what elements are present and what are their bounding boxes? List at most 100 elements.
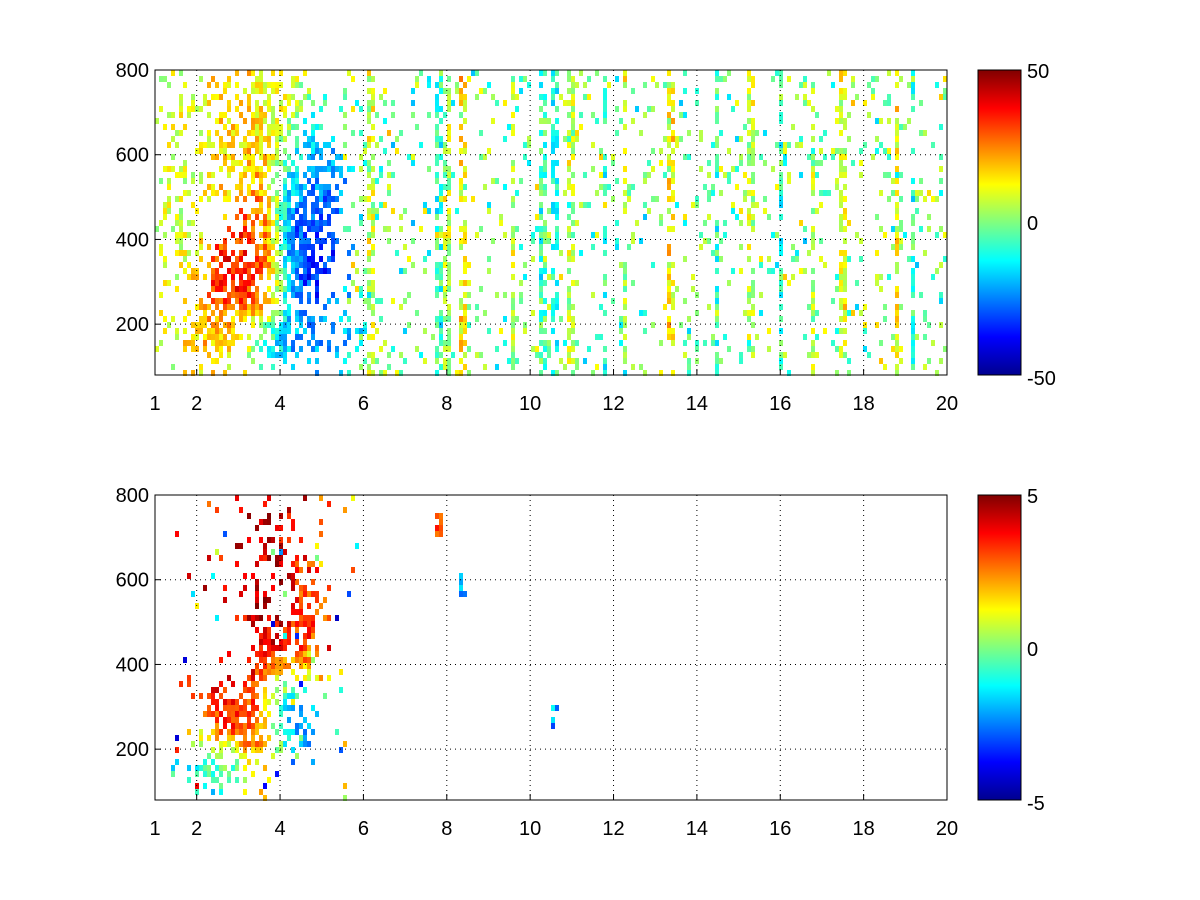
- heatmap-cell: [739, 244, 743, 250]
- heatmap-cell: [623, 352, 627, 358]
- heatmap-cell: [571, 304, 575, 310]
- heatmap-cell: [295, 753, 299, 759]
- heatmap-cell: [779, 172, 783, 178]
- heatmap-cell: [247, 142, 251, 148]
- heatmap-cell: [439, 525, 443, 531]
- heatmap-cell: [295, 292, 299, 298]
- heatmap-cell: [295, 178, 299, 184]
- heatmap-cell: [243, 232, 247, 238]
- heatmap-cell: [275, 88, 279, 94]
- heatmap-cell: [263, 795, 267, 801]
- heatmap-cell: [315, 286, 319, 292]
- heatmap-cell: [899, 220, 903, 226]
- heatmap-cell: [295, 142, 299, 148]
- heatmap-cell: [315, 292, 319, 298]
- heatmap-cell: [919, 292, 923, 298]
- heatmap-cell: [255, 106, 259, 112]
- heatmap-cell: [811, 238, 815, 244]
- heatmap-cell: [295, 334, 299, 340]
- x-tick-label: 6: [358, 818, 369, 840]
- heatmap-cell: [211, 172, 215, 178]
- heatmap-cell: [183, 657, 187, 663]
- heatmap-cell: [287, 118, 291, 124]
- heatmap-cell: [747, 142, 751, 148]
- heatmap-cell: [543, 172, 547, 178]
- heatmap-cell: [343, 286, 347, 292]
- heatmap-cell: [879, 118, 883, 124]
- heatmap-cell: [223, 82, 227, 88]
- heatmap-cell: [371, 322, 375, 328]
- heatmap-cell: [923, 364, 927, 370]
- heatmap-cell: [227, 328, 231, 334]
- heatmap-cell: [379, 202, 383, 208]
- heatmap-cell: [443, 160, 447, 166]
- heatmap-cell: [635, 106, 639, 112]
- heatmap-cell: [847, 112, 851, 118]
- heatmap-cell: [255, 597, 259, 603]
- heatmap-cell: [639, 238, 643, 244]
- heatmap-cell: [443, 340, 447, 346]
- heatmap-cell: [295, 609, 299, 615]
- heatmap-cell: [411, 100, 415, 106]
- heatmap-cell: [667, 286, 671, 292]
- heatmap-cell: [423, 256, 427, 262]
- heatmap-cell: [203, 711, 207, 717]
- heatmap-cell: [267, 94, 271, 100]
- heatmap-cell: [195, 274, 199, 280]
- heatmap-cell: [751, 214, 755, 220]
- heatmap-cell: [343, 310, 347, 316]
- heatmap-cell: [779, 118, 783, 124]
- heatmap-cell: [243, 699, 247, 705]
- heatmap-cell: [195, 334, 199, 340]
- heatmap-cell: [275, 208, 279, 214]
- heatmap-cell: [211, 286, 215, 292]
- heatmap-cell: [207, 501, 211, 507]
- heatmap-cell: [539, 358, 543, 364]
- heatmap-cell: [839, 328, 843, 334]
- heatmap-cell: [167, 166, 171, 172]
- heatmap-cell: [231, 723, 235, 729]
- heatmap-cell: [167, 184, 171, 190]
- heatmap-cell: [455, 82, 459, 88]
- heatmap-cell: [295, 112, 299, 118]
- heatmap-cell: [587, 94, 591, 100]
- heatmap-cell: [671, 82, 675, 88]
- heatmap-cell: [275, 154, 279, 160]
- heatmap-cell: [199, 298, 203, 304]
- heatmap-cell: [539, 70, 543, 76]
- heatmap-cell: [275, 280, 279, 286]
- heatmap-cell: [511, 196, 515, 202]
- heatmap-cell: [903, 232, 907, 238]
- heatmap-cell: [283, 160, 287, 166]
- heatmap-cell: [459, 100, 463, 106]
- heatmap-cell: [939, 178, 943, 184]
- heatmap-cell: [603, 370, 607, 376]
- heatmap-cell: [695, 340, 699, 346]
- heatmap-cell: [819, 136, 823, 142]
- heatmap-cell: [891, 244, 895, 250]
- heatmap-cell: [739, 358, 743, 364]
- heatmap-cell: [223, 112, 227, 118]
- heatmap-cell: [247, 310, 251, 316]
- heatmap-cell: [215, 154, 219, 160]
- heatmap-cell: [783, 154, 787, 160]
- heatmap-cell: [207, 765, 211, 771]
- heatmap-cell: [223, 196, 227, 202]
- heatmap-cell: [787, 178, 791, 184]
- heatmap-cell: [819, 238, 823, 244]
- heatmap-cell: [283, 729, 287, 735]
- heatmap-cell: [443, 364, 447, 370]
- heatmap-cell: [275, 124, 279, 130]
- heatmap-cell: [219, 112, 223, 118]
- heatmap-cell: [807, 154, 811, 160]
- heatmap-cell: [463, 262, 467, 268]
- heatmap-cell: [235, 777, 239, 783]
- heatmap-cell: [211, 322, 215, 328]
- heatmap-cell: [551, 268, 555, 274]
- heatmap-cell: [163, 124, 167, 130]
- heatmap-cell: [463, 316, 467, 322]
- heatmap-cell: [203, 346, 207, 352]
- heatmap-cell: [699, 244, 703, 250]
- heatmap-cell: [235, 334, 239, 340]
- heatmap-cell: [651, 262, 655, 268]
